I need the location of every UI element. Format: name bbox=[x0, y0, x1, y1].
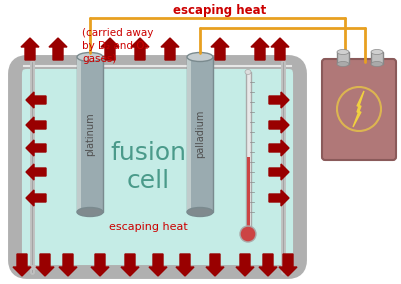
Polygon shape bbox=[269, 92, 289, 108]
Text: fusion
cell: fusion cell bbox=[110, 141, 186, 193]
Polygon shape bbox=[161, 38, 179, 60]
Polygon shape bbox=[13, 254, 31, 276]
Polygon shape bbox=[26, 117, 46, 133]
Text: escaping heat: escaping heat bbox=[109, 222, 187, 232]
Bar bbox=[371, 52, 383, 64]
Ellipse shape bbox=[337, 49, 349, 55]
Polygon shape bbox=[49, 38, 67, 60]
Bar bbox=[337, 52, 349, 64]
Ellipse shape bbox=[371, 49, 383, 55]
Polygon shape bbox=[26, 190, 46, 206]
Bar bbox=[187, 57, 213, 212]
Ellipse shape bbox=[337, 62, 349, 66]
Ellipse shape bbox=[77, 53, 103, 62]
Text: escaping heat: escaping heat bbox=[173, 3, 267, 16]
Polygon shape bbox=[353, 91, 364, 127]
Polygon shape bbox=[269, 190, 289, 206]
Bar bbox=[77, 57, 81, 212]
Polygon shape bbox=[206, 254, 224, 276]
Ellipse shape bbox=[245, 70, 251, 74]
Polygon shape bbox=[211, 38, 229, 60]
Polygon shape bbox=[21, 38, 39, 60]
Bar bbox=[247, 157, 250, 227]
Polygon shape bbox=[101, 38, 119, 60]
Bar bbox=[187, 57, 191, 212]
Polygon shape bbox=[259, 254, 277, 276]
Bar bbox=[246, 72, 251, 227]
Bar bbox=[77, 57, 103, 212]
Circle shape bbox=[240, 226, 256, 242]
Polygon shape bbox=[131, 38, 149, 60]
Ellipse shape bbox=[371, 62, 383, 66]
Polygon shape bbox=[269, 117, 289, 133]
Polygon shape bbox=[251, 38, 269, 60]
Polygon shape bbox=[121, 254, 139, 276]
Polygon shape bbox=[149, 254, 167, 276]
Polygon shape bbox=[279, 254, 297, 276]
Polygon shape bbox=[271, 38, 289, 60]
Polygon shape bbox=[269, 140, 289, 156]
Ellipse shape bbox=[77, 208, 103, 216]
Polygon shape bbox=[26, 164, 46, 180]
Polygon shape bbox=[26, 92, 46, 108]
FancyBboxPatch shape bbox=[15, 62, 300, 272]
Polygon shape bbox=[236, 254, 254, 276]
Polygon shape bbox=[26, 140, 46, 156]
Polygon shape bbox=[269, 164, 289, 180]
Text: platinum: platinum bbox=[85, 112, 95, 156]
Polygon shape bbox=[59, 254, 77, 276]
Polygon shape bbox=[36, 254, 54, 276]
Polygon shape bbox=[91, 254, 109, 276]
Polygon shape bbox=[176, 254, 194, 276]
Ellipse shape bbox=[187, 53, 213, 62]
FancyBboxPatch shape bbox=[322, 59, 396, 160]
Text: palladium: palladium bbox=[195, 110, 205, 158]
Text: (carried away
by D₂ and O₂
gases): (carried away by D₂ and O₂ gases) bbox=[82, 28, 153, 64]
Ellipse shape bbox=[187, 208, 213, 216]
